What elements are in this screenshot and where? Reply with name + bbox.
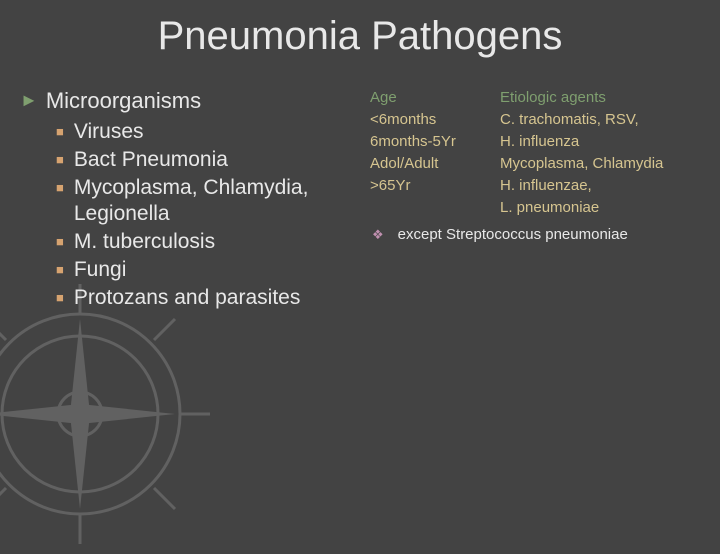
diamond-icon: ❖ — [372, 225, 384, 245]
col-agents-header: Etiologic agents — [500, 87, 700, 109]
l1-text: Microorganisms — [46, 87, 201, 115]
body: ► Microorganisms ■ Viruses ■ Bact Pneumo… — [0, 87, 720, 313]
l2-text: Viruses — [74, 119, 144, 145]
l2-item: ■ M. tuberculosis — [56, 229, 370, 255]
cell-age: <6months — [370, 109, 500, 131]
cell-agents: H. influenza — [500, 131, 700, 153]
square-icon: ■ — [56, 119, 64, 145]
l2-item: ■ Fungi — [56, 257, 370, 283]
table-row: Adol/Adult Mycoplasma, Chlamydia — [370, 153, 700, 175]
cell-agents: L. pneumoniae — [500, 197, 700, 219]
note-line: ❖ except Streptococcus pneumoniae — [370, 225, 700, 245]
square-icon: ■ — [56, 175, 64, 201]
l2-item: ■ Bact Pneumonia — [56, 147, 370, 173]
l2-text: Bact Pneumonia — [74, 147, 228, 173]
square-icon: ■ — [56, 229, 64, 255]
cell-age — [370, 197, 500, 219]
cell-agents: C. trachomatis, RSV, — [500, 109, 700, 131]
l2-text: Mycoplasma, Chlamydia, Legionella — [74, 175, 370, 227]
cell-age: 6months-5Yr — [370, 131, 500, 153]
bg-compass-wheel: N S — [0, 274, 220, 554]
l2-list: ■ Viruses ■ Bact Pneumonia ■ Mycoplasma,… — [56, 119, 370, 311]
square-icon: ■ — [56, 257, 64, 283]
triangle-icon: ► — [20, 87, 38, 113]
l2-text: Fungi — [74, 257, 127, 283]
age-agents-table: Age Etiologic agents <6months C. trachom… — [370, 87, 700, 219]
square-icon: ■ — [56, 285, 64, 311]
table-row: >65Yr H. influenzae, — [370, 175, 700, 197]
l2-item: ■ Mycoplasma, Chlamydia, Legionella — [56, 175, 370, 227]
l2-item: ■ Protozans and parasites — [56, 285, 370, 311]
l1-item: ► Microorganisms — [20, 87, 370, 115]
cell-agents: H. influenzae, — [500, 175, 700, 197]
table-row: 6months-5Yr H. influenza — [370, 131, 700, 153]
left-column: ► Microorganisms ■ Viruses ■ Bact Pneumo… — [0, 87, 370, 313]
cell-age: Adol/Adult — [370, 153, 500, 175]
right-column: Age Etiologic agents <6months C. trachom… — [370, 87, 720, 313]
l2-item: ■ Viruses — [56, 119, 370, 145]
square-icon: ■ — [56, 147, 64, 173]
col-age-header: Age — [370, 87, 500, 109]
slide-title: Pneumonia Pathogens — [0, 14, 720, 59]
table-header: Age Etiologic agents — [370, 87, 700, 109]
l2-text: Protozans and parasites — [74, 285, 300, 311]
cell-agents: Mycoplasma, Chlamydia — [500, 153, 700, 175]
note-text: except Streptococcus pneumoniae — [398, 225, 628, 245]
cell-age: >65Yr — [370, 175, 500, 197]
table-row: <6months C. trachomatis, RSV, — [370, 109, 700, 131]
l2-text: M. tuberculosis — [74, 229, 215, 255]
table-row: L. pneumoniae — [370, 197, 700, 219]
